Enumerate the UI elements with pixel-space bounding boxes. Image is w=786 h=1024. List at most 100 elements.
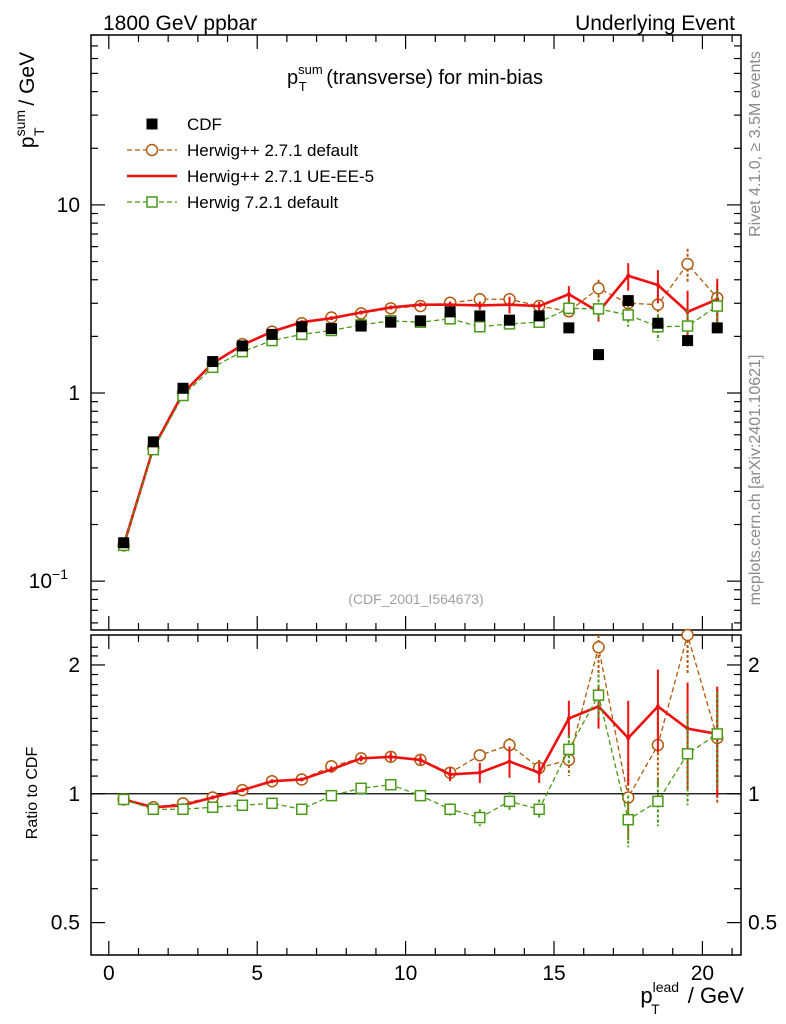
data-point: [329, 767, 334, 772]
data-point: [448, 772, 453, 777]
data-point: [592, 303, 605, 315]
main-y-tick-label: 1: [68, 382, 80, 405]
ratio-series: [117, 628, 724, 848]
x-tick-label: 20: [691, 962, 714, 985]
data-point: [626, 273, 631, 278]
legend-marker: [146, 118, 158, 130]
data-point: [477, 770, 482, 775]
data-point: [240, 788, 245, 793]
data-point: [147, 803, 160, 816]
data-point: [566, 292, 571, 297]
data-point: [507, 759, 512, 764]
legend-item-herwig-2-7-1-default: Herwig++ 2.7.1 default: [127, 141, 358, 160]
data-point: [325, 789, 338, 802]
ratio-y-tick-label-right: 1: [748, 783, 760, 806]
data-point: [622, 295, 634, 307]
main-series: [117, 248, 724, 552]
data-point: [593, 349, 605, 361]
data-point: [711, 322, 723, 334]
data-point: [503, 314, 515, 326]
data-point: [626, 736, 631, 741]
main-ylabel: psum T / GeV: [12, 52, 47, 148]
analysis-watermark: (CDF_2001_I564673): [348, 591, 483, 607]
data-point: [206, 801, 219, 814]
data-point: [355, 782, 367, 795]
series-line: [123, 305, 718, 546]
data-point: [266, 328, 278, 340]
legend-item-cdf: CDF: [146, 115, 222, 134]
data-point: [325, 323, 337, 335]
legend-marker: [146, 196, 158, 208]
data-point: [477, 303, 482, 308]
data-point: [563, 322, 575, 334]
series-herwig-2-7-1-default: [117, 248, 724, 552]
legend-label: Herwig++ 2.7.1 UE-EE-5: [187, 167, 374, 186]
data-point: [236, 340, 248, 352]
main-title: psum T (transverse) for min-bias: [287, 62, 543, 94]
data-point: [117, 793, 130, 806]
ratio-y-tick-label: 0.5: [51, 912, 80, 935]
data-point: [299, 777, 304, 782]
data-point: [473, 749, 487, 762]
data-point: [329, 316, 334, 321]
header-left: 1800 GeV ppbar: [103, 12, 257, 35]
data-point: [295, 803, 308, 816]
data-point: [681, 748, 694, 760]
data-point: [210, 795, 215, 800]
data-point: [385, 316, 397, 328]
ratio-y-tick-label-right: 0.5: [748, 912, 777, 935]
data-point: [711, 728, 724, 740]
main-y-tick-label: 10: [57, 194, 80, 217]
data-point: [388, 305, 393, 310]
legend: CDF Herwig++ 2.7.1 default Herwig++ 2.7.1 …: [127, 115, 374, 212]
main-y-tick-label: 10−1: [29, 566, 69, 593]
data-point: [359, 756, 364, 761]
data-point: [177, 382, 189, 394]
data-point: [147, 436, 159, 448]
data-point: [270, 779, 275, 784]
ratio-y-tick-label: 2: [68, 654, 80, 677]
data-point: [414, 315, 426, 327]
data-point: [418, 757, 423, 762]
data-point: [507, 302, 512, 307]
data-point: [592, 689, 605, 701]
data-point: [177, 803, 189, 816]
data-point: [566, 716, 571, 721]
data-point: [681, 320, 694, 332]
mcplots-label: mcplots.cern.ch [arXiv:2401.10621]: [747, 355, 764, 606]
legend-label: Herwig++ 2.7.1 default: [187, 141, 358, 160]
data-point: [503, 795, 516, 808]
series-herwig-2-7-1-ue-ee-5: [121, 669, 720, 810]
data-point: [448, 302, 453, 307]
data-point: [418, 302, 423, 307]
legend-label: CDF: [187, 115, 222, 134]
data-point: [474, 310, 486, 322]
data-point: [388, 754, 393, 759]
data-point: [533, 803, 545, 816]
legend-item-herwig-2-7-1-ue-ee-5: Herwig++ 2.7.1 UE-EE-5: [127, 167, 374, 186]
data-point: [622, 813, 634, 826]
x-tick-label: 5: [251, 962, 263, 985]
data-point: [266, 797, 278, 810]
data-point: [681, 628, 694, 642]
data-point: [385, 778, 397, 791]
data-point: [444, 803, 456, 816]
data-point: [537, 770, 542, 775]
ratio-ylabel: Ratio to CDF: [24, 747, 41, 840]
x-tick-label: 10: [394, 962, 417, 985]
data-point: [592, 282, 605, 295]
x-tick-label: 0: [103, 962, 115, 985]
data-point: [652, 795, 664, 808]
data-point: [681, 257, 694, 271]
series-herwig-7-2-1-default: [117, 290, 724, 552]
ratio-y-tick-label: 1: [68, 783, 80, 806]
x-ticks: 0 5 10 15 20: [103, 35, 733, 985]
ratio-y-ticks: 0.5 0.5 1 1 2 2: [51, 646, 777, 935]
series-cdf: [118, 295, 723, 549]
series-herwig-7-2-1-default: [117, 674, 724, 848]
data-point: [355, 320, 367, 332]
data-point: [682, 335, 694, 347]
data-point: [296, 321, 308, 333]
data-point: [622, 309, 634, 321]
data-point: [444, 306, 456, 318]
